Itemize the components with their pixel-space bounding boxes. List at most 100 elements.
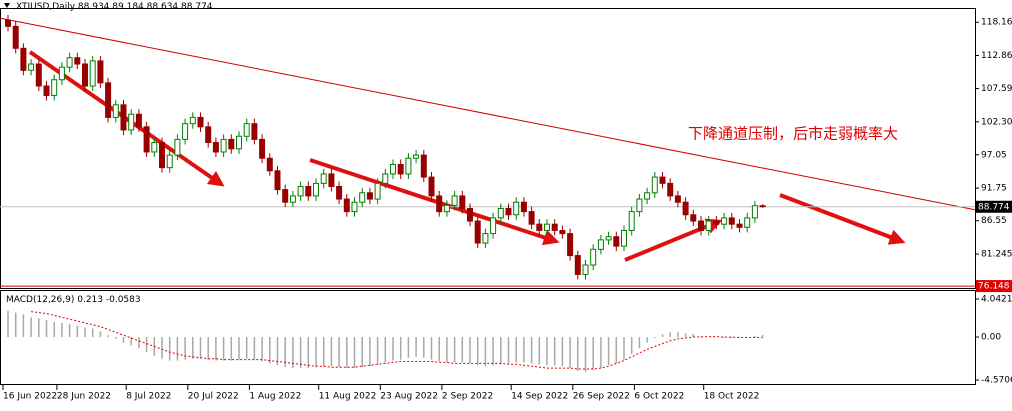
candle-body (451, 195, 458, 206)
candle-body (351, 201, 358, 213)
x-tick-label: 16 Jun 2022 (3, 392, 57, 402)
candle-body (382, 173, 389, 184)
candle-body (390, 164, 396, 175)
candle-body (5, 19, 11, 27)
candle-body (58, 66, 65, 81)
y-tick-label: 118.16 (981, 18, 1012, 28)
candle-body (667, 182, 674, 197)
macd-value: 0.213 (77, 295, 103, 305)
menu-icon[interactable] (4, 3, 10, 8)
candle-body (728, 217, 735, 225)
y-tick-label: 107.59 (981, 84, 1012, 94)
candle-body (705, 220, 712, 231)
candle-body (228, 138, 235, 150)
candle-body (459, 195, 466, 209)
x-tick-label: 1 Aug 2022 (249, 392, 301, 402)
candle-body (443, 204, 450, 213)
candle-body (51, 79, 58, 96)
annotation: 下降通道压制，后市走弱概率大 (688, 125, 898, 143)
candle-body (289, 195, 296, 203)
candle-body (413, 154, 420, 159)
signal-line (31, 311, 763, 370)
candle-body (343, 198, 350, 213)
candle-body (220, 138, 227, 153)
candle-body (482, 233, 489, 244)
candle-body (174, 138, 181, 156)
symbol: XTIUSD,Daily (16, 2, 76, 12)
candle-body (205, 126, 212, 144)
candle-body (266, 157, 273, 172)
candle-body (467, 207, 473, 222)
candle-body (674, 195, 681, 203)
signal-value: -0.0583 (106, 295, 141, 305)
candle-body (236, 135, 242, 150)
candle-body (89, 60, 96, 87)
candle-body (135, 113, 142, 128)
candle-body (659, 176, 666, 184)
candle-body (359, 192, 366, 203)
candle-body (105, 82, 112, 118)
candle-body (366, 192, 373, 200)
candle-body (151, 142, 158, 153)
candle-body (274, 170, 281, 191)
candle-body (420, 154, 427, 178)
low-line-tag (976, 280, 1012, 293)
candle-body (112, 104, 119, 118)
close-value: 88.774 (181, 2, 213, 12)
y-tick-label: -4.5706 (981, 376, 1012, 386)
candle-body (436, 195, 443, 213)
candle-body (397, 164, 404, 175)
candle-body (574, 255, 581, 275)
candle-body (636, 198, 643, 213)
candle-body (189, 116, 196, 125)
candle-body (497, 207, 504, 219)
candle-body (690, 214, 697, 222)
candle-body (698, 220, 704, 231)
candle-body (513, 201, 520, 216)
y-tick-label: 86.55 (981, 216, 1007, 226)
candle-body (759, 205, 766, 208)
x-tick-label: 14 Sep 2022 (511, 392, 568, 402)
candle-body (628, 211, 635, 231)
main-frame (0, 8, 976, 289)
candle-body (182, 123, 189, 140)
candle-body (721, 217, 728, 225)
candle-body (282, 189, 289, 203)
macd-header: MACD(12,26,9) 0.213 -0.0583 (6, 295, 141, 305)
price-label: 88.774 (978, 202, 1010, 212)
x-tick-label: 11 Aug 2022 (319, 392, 377, 402)
candle-body (159, 142, 165, 169)
candle-body (644, 192, 651, 200)
candle-body (474, 220, 481, 244)
candle-body (35, 63, 42, 87)
candle-body (97, 60, 104, 84)
candle-body (328, 173, 335, 188)
candle-body (313, 182, 319, 197)
low-line-label: 76.148 (978, 282, 1010, 292)
y-tick-label: 0.00 (981, 333, 1001, 343)
candle-body (597, 239, 604, 250)
candle-body (605, 236, 612, 241)
low-value: 88.634 (147, 2, 179, 12)
candle-body (559, 229, 566, 235)
x-tick-label: 20 Jul 2022 (188, 392, 239, 402)
candle-body (567, 233, 574, 257)
candle-body (251, 123, 258, 140)
y-tick-label: 81.245 (981, 250, 1012, 260)
candle-body (82, 63, 88, 87)
candle-body (128, 113, 135, 131)
candle-body (544, 223, 550, 231)
trend-line (0, 17, 976, 211)
candle-body (374, 182, 381, 200)
y-tick-label: 91.75 (981, 184, 1007, 194)
candle-body (336, 186, 343, 200)
arrow (779, 193, 906, 245)
x-tick-label: 18 Oct 2022 (704, 392, 760, 402)
x-tick-label: 8 Jul 2022 (126, 392, 171, 402)
candle-body (744, 217, 751, 228)
candle-body (651, 176, 658, 194)
candle-body (66, 57, 73, 68)
x-tick-label: 23 Aug 2022 (380, 392, 438, 402)
